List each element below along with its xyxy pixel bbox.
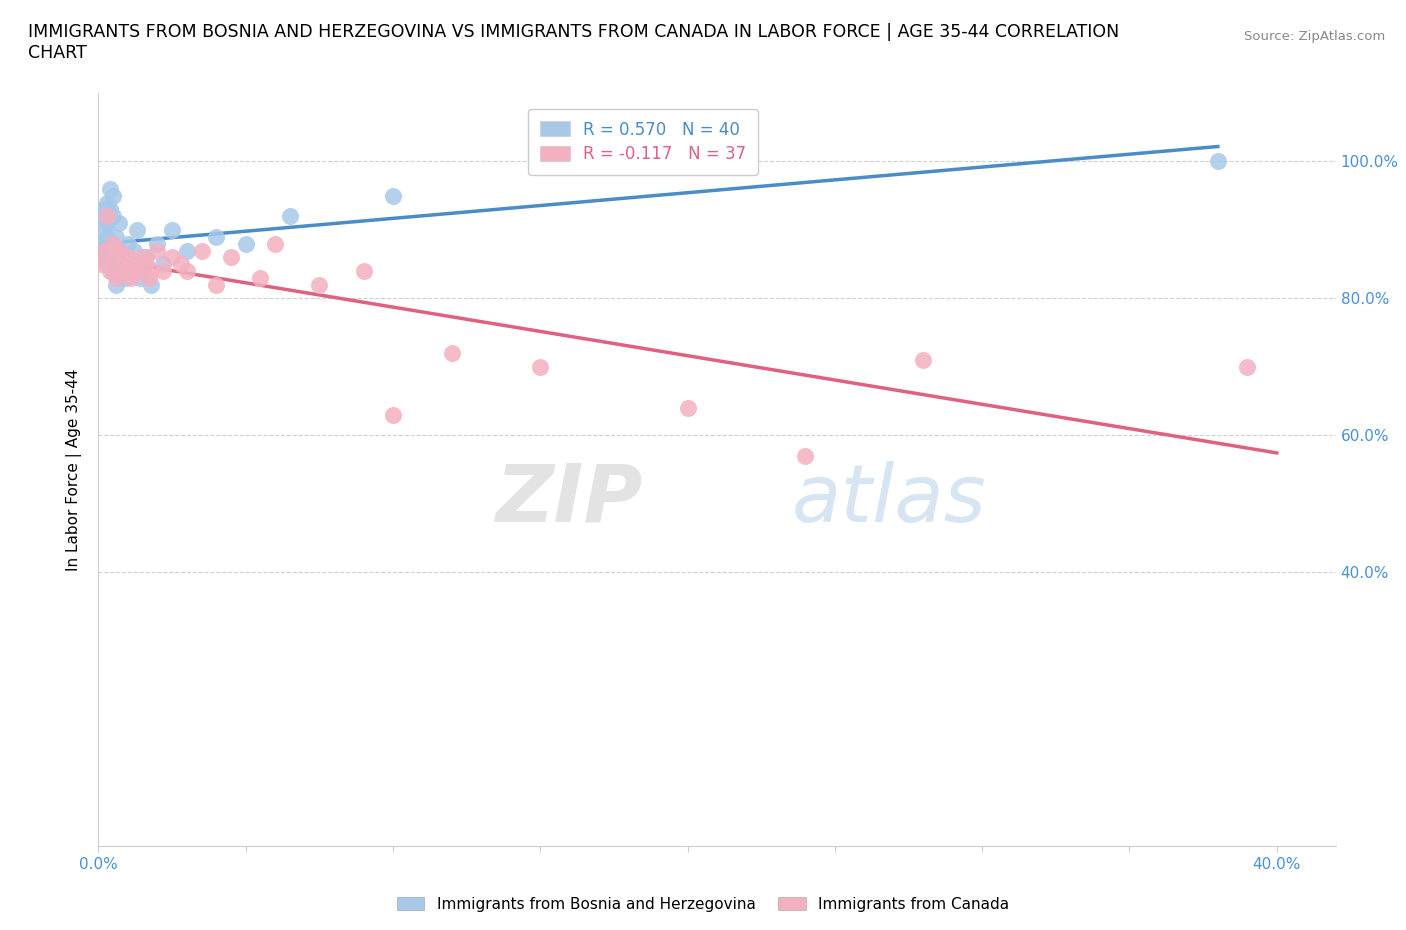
Point: [98, 202, 121, 217]
Point: [93, 243, 115, 258]
Point: [96, 230, 118, 245]
Point: [108, 216, 131, 231]
Point: [205, 230, 228, 245]
Point: [98, 263, 121, 278]
Legend: R = 0.570   N = 40, R = -0.117   N = 37: R = 0.570 N = 40, R = -0.117 N = 37: [527, 109, 758, 175]
Y-axis label: In Labor Force | Age 35-44: In Labor Force | Age 35-44: [66, 368, 83, 571]
Point: [101, 263, 124, 278]
Point: [93, 222, 115, 237]
Point: [190, 243, 212, 258]
Point: [676, 154, 699, 169]
Point: [912, 352, 935, 367]
Point: [176, 263, 198, 278]
Point: [90, 209, 112, 224]
Point: [676, 401, 699, 416]
Point: [135, 257, 157, 272]
Point: [152, 257, 174, 272]
Point: [108, 243, 131, 258]
Text: ZIP: ZIP: [495, 460, 643, 538]
Point: [308, 277, 330, 292]
Point: [105, 230, 128, 245]
Point: [98, 243, 121, 258]
Point: [131, 250, 153, 265]
Point: [122, 257, 145, 272]
Point: [529, 360, 551, 375]
Point: [125, 222, 148, 237]
Point: [96, 216, 118, 231]
Point: [160, 222, 183, 237]
Point: [120, 263, 142, 278]
Point: [101, 250, 124, 265]
Point: [105, 250, 128, 265]
Point: [1206, 154, 1229, 169]
Point: [101, 209, 124, 224]
Point: [114, 263, 136, 278]
Point: [141, 277, 163, 292]
Point: [105, 271, 128, 286]
Point: [90, 257, 112, 272]
Point: [382, 407, 405, 422]
Point: [96, 257, 118, 272]
Point: [141, 263, 163, 278]
Point: [101, 236, 124, 251]
Point: [101, 188, 124, 203]
Point: [382, 188, 405, 203]
Point: [128, 271, 150, 286]
Point: [1236, 360, 1258, 375]
Point: [135, 250, 157, 265]
Point: [98, 181, 121, 196]
Text: Source: ZipAtlas.com: Source: ZipAtlas.com: [1244, 30, 1385, 43]
Point: [264, 236, 287, 251]
Point: [278, 209, 301, 224]
Point: [794, 448, 817, 463]
Point: [105, 277, 128, 292]
Point: [249, 271, 271, 286]
Point: [353, 263, 375, 278]
Point: [96, 209, 118, 224]
Point: [90, 236, 112, 251]
Point: [138, 271, 160, 286]
Point: [93, 250, 115, 265]
Point: [235, 236, 257, 251]
Point: [96, 195, 118, 210]
Point: [146, 243, 169, 258]
Point: [111, 257, 134, 272]
Point: [125, 263, 148, 278]
Point: [117, 236, 139, 251]
Point: [160, 250, 183, 265]
Point: [205, 277, 228, 292]
Text: atlas: atlas: [792, 460, 986, 538]
Point: [176, 243, 198, 258]
Point: [219, 250, 242, 265]
Point: [170, 257, 193, 272]
Point: [122, 243, 145, 258]
Legend: Immigrants from Bosnia and Herzegovina, Immigrants from Canada: Immigrants from Bosnia and Herzegovina, …: [391, 890, 1015, 918]
Point: [111, 257, 134, 272]
Point: [101, 236, 124, 251]
Point: [114, 271, 136, 286]
Point: [152, 263, 174, 278]
Point: [440, 346, 463, 361]
Point: [120, 271, 142, 286]
Point: [93, 202, 115, 217]
Text: IMMIGRANTS FROM BOSNIA AND HERZEGOVINA VS IMMIGRANTS FROM CANADA IN LABOR FORCE : IMMIGRANTS FROM BOSNIA AND HERZEGOVINA V…: [28, 23, 1119, 62]
Point: [117, 250, 139, 265]
Point: [146, 236, 169, 251]
Point: [108, 243, 131, 258]
